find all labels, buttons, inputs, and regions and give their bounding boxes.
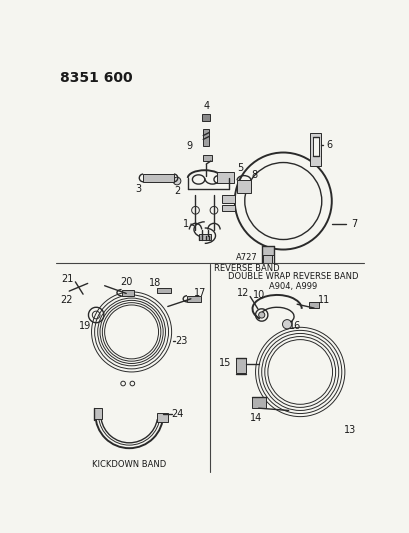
Text: 21: 21	[61, 274, 74, 284]
Text: A727
REVERSE BAND: A727 REVERSE BAND	[214, 253, 279, 273]
Bar	[187, 296, 200, 302]
Text: 8351 600: 8351 600	[60, 71, 132, 85]
Bar	[310, 133, 320, 166]
Bar	[143, 174, 173, 182]
Text: 1: 1	[183, 219, 189, 229]
Bar	[222, 205, 234, 211]
Text: 13: 13	[343, 425, 355, 435]
Ellipse shape	[258, 312, 264, 318]
Bar	[94, 408, 101, 419]
Bar	[236, 180, 250, 192]
Bar	[252, 398, 266, 408]
Bar	[216, 172, 234, 182]
Text: 14: 14	[249, 413, 262, 423]
Ellipse shape	[282, 320, 291, 329]
Text: 2: 2	[174, 186, 180, 196]
Text: 15: 15	[219, 358, 231, 368]
Text: 19: 19	[78, 321, 90, 331]
Text: 5: 5	[236, 163, 243, 173]
Text: 11: 11	[317, 295, 329, 305]
Text: 24: 24	[171, 409, 183, 419]
Text: 6: 6	[326, 140, 332, 150]
Text: 20: 20	[120, 277, 132, 287]
Bar	[263, 255, 272, 263]
Text: 4: 4	[203, 101, 209, 111]
Text: 10: 10	[252, 290, 264, 300]
Text: 3: 3	[135, 184, 141, 195]
Bar	[261, 246, 273, 255]
Bar	[308, 302, 319, 308]
Text: 9: 9	[186, 141, 192, 151]
Text: 23: 23	[175, 336, 187, 346]
Text: 17: 17	[193, 288, 206, 297]
Text: KICKDOWN BAND: KICKDOWN BAND	[92, 460, 166, 469]
Bar	[157, 413, 167, 422]
Text: 16: 16	[288, 321, 300, 331]
Bar	[198, 234, 210, 240]
Bar	[235, 358, 246, 374]
Bar	[202, 114, 210, 121]
Text: 22: 22	[60, 295, 72, 304]
Bar	[157, 288, 171, 294]
Text: DOUBLE WRAP REVERSE BAND
A904, A999: DOUBLE WRAP REVERSE BAND A904, A999	[227, 272, 357, 291]
Bar	[203, 130, 209, 147]
Ellipse shape	[173, 177, 180, 185]
Bar	[222, 195, 234, 203]
Text: 18: 18	[149, 278, 161, 288]
Text: 7: 7	[350, 219, 356, 229]
Bar	[203, 155, 212, 161]
Text: 12: 12	[236, 288, 249, 298]
Bar	[312, 137, 318, 156]
Text: 8: 8	[250, 170, 256, 180]
Bar	[121, 289, 134, 296]
